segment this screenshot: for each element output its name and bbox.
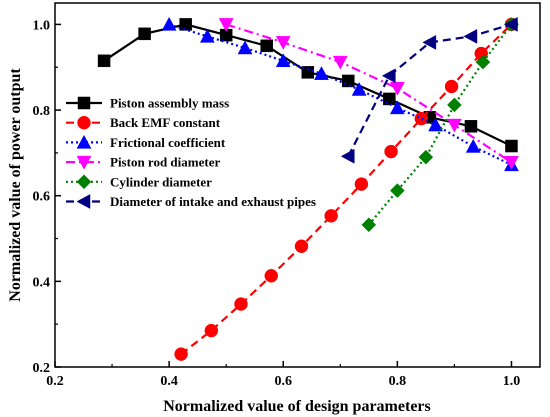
legend-entry: Back EMF constant: [66, 115, 221, 130]
y-tick-label: 0.2: [33, 361, 51, 376]
x-tick-label: 0.4: [160, 374, 178, 389]
data-point: [475, 54, 491, 70]
series-3: [218, 18, 519, 170]
data-point: [301, 66, 315, 79]
series-5: [340, 16, 518, 164]
data-point: [138, 27, 151, 41]
legend-marker: [76, 174, 92, 190]
legend-label: Piston assembly mass: [110, 96, 229, 111]
data-point: [237, 40, 253, 55]
y-axis-title: Normalized value of power output: [7, 68, 24, 302]
data-point: [179, 18, 192, 31]
data-point: [314, 66, 329, 80]
data-point: [294, 239, 309, 253]
data-point: [174, 347, 188, 361]
data-point: [389, 100, 405, 115]
series-1: [174, 17, 519, 361]
data-point: [414, 111, 429, 126]
y-tick-label: 0.4: [33, 275, 51, 290]
data-point: [463, 28, 478, 44]
data-point: [446, 118, 462, 133]
data-point: [381, 68, 396, 84]
legend-marker: [77, 96, 91, 110]
plot-area-frame: [54, 2, 541, 368]
data-series: [97, 16, 519, 361]
data-point: [97, 54, 111, 68]
series-line: [347, 23, 512, 157]
data-point: [324, 209, 338, 223]
data-point: [199, 28, 215, 43]
y-tick-label: 1.0: [33, 18, 51, 33]
legend-label: Piston rod diameter: [110, 155, 220, 170]
data-point: [340, 148, 355, 164]
legend-entry: Frictional coefficient: [66, 134, 226, 150]
x-axis-title: Normalized value of design parameters: [163, 398, 431, 415]
legend-label: Diameter of intake and exhaust pipes: [110, 194, 316, 209]
legend-entry: Cylinder diameter: [66, 174, 212, 189]
data-point: [389, 183, 405, 198]
x-tick-label: 0.6: [274, 374, 292, 389]
data-point: [464, 120, 478, 133]
legend-entry: Piston rod diameter: [66, 155, 220, 170]
data-point: [444, 79, 459, 94]
data-point: [161, 16, 177, 31]
data-point: [218, 18, 234, 32]
x-tick-label: 1.0: [503, 374, 521, 389]
data-point: [418, 149, 434, 165]
legend-marker: [77, 115, 91, 130]
legend-entry: Piston assembly mass: [66, 96, 229, 111]
data-point: [384, 144, 398, 159]
legend-marker: [76, 194, 91, 209]
data-point: [275, 36, 291, 50]
data-point: [260, 39, 273, 53]
legend-label: Frictional coefficient: [110, 135, 226, 150]
data-point: [342, 74, 355, 88]
series-2: [161, 16, 519, 172]
data-point: [275, 53, 291, 68]
data-point: [389, 81, 405, 96]
data-point: [428, 117, 444, 132]
legend-marker: [76, 155, 92, 170]
x-tick-label: 0.2: [46, 374, 64, 389]
y-tick-label: 0.6: [33, 190, 51, 205]
data-point: [504, 156, 519, 170]
data-point: [234, 297, 248, 311]
data-point: [503, 16, 518, 32]
series-line: [168, 23, 512, 166]
data-point: [447, 97, 462, 113]
data-point: [505, 139, 518, 153]
data-point: [351, 81, 367, 96]
legend-label: Back EMF constant: [110, 115, 221, 130]
data-point: [354, 177, 369, 191]
legend-marker: [76, 134, 92, 149]
data-point: [422, 34, 437, 50]
legend-label: Cylinder diameter: [110, 174, 212, 189]
data-point: [332, 55, 348, 70]
legend-entry: Diameter of intake and exhaust pipes: [66, 194, 316, 209]
legend: Piston assembly mass Back EMF constant Fri…: [66, 96, 316, 209]
x-tick-label: 0.8: [389, 374, 407, 389]
series-4: [361, 17, 519, 233]
data-point: [361, 217, 377, 233]
axis-ticks: 0.2 0.4 0.6 0.8 1.0 0.2 0.4 0.6 0.8 1.0: [33, 18, 521, 389]
data-point: [264, 269, 279, 283]
data-point: [465, 138, 481, 153]
y-tick-label: 0.8: [33, 104, 51, 119]
data-point: [204, 323, 219, 338]
